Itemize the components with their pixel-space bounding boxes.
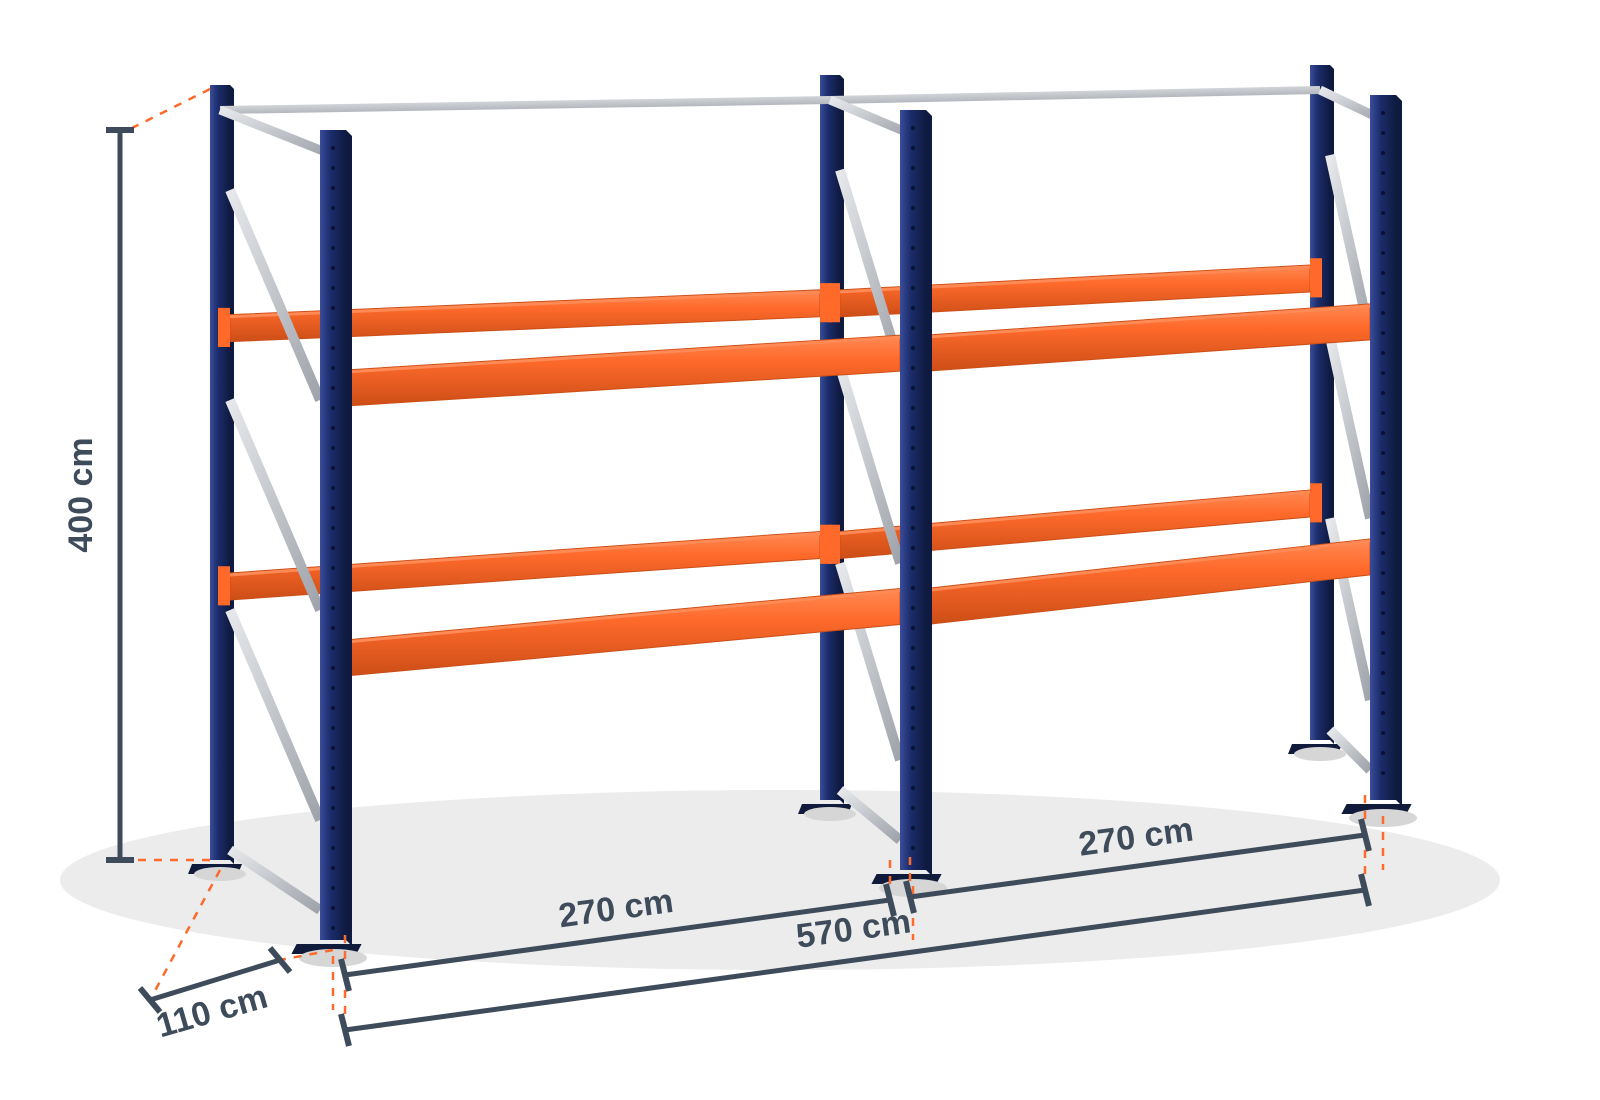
dimension-label: 400 cm [62, 437, 100, 552]
dimension-label: 110 cm [152, 978, 272, 1046]
rack-diagram: 400 cm110 cm270 cm270 cm570 cm [0, 0, 1600, 1100]
